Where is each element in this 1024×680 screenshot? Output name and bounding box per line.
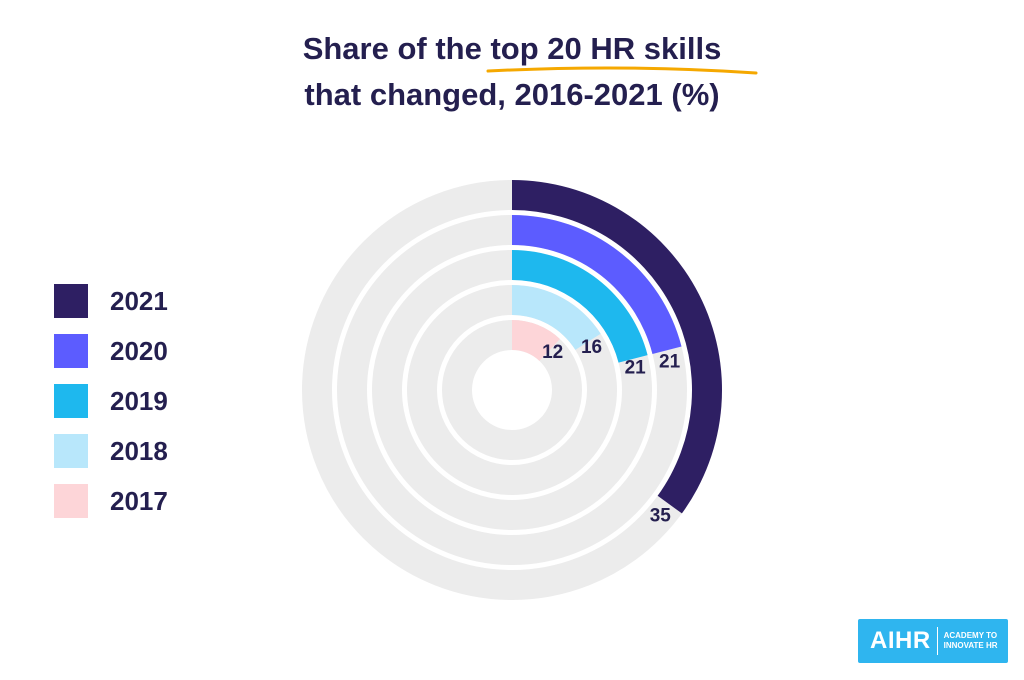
logo-wordmark: AIHR [870,627,931,654]
value-label-2018: 16 [581,337,602,358]
value-label-2020: 21 [659,352,681,373]
title-highlight: top 20 HR skills [486,26,758,75]
legend-label-2020: 2020 [110,335,168,366]
value-label-2017: 12 [542,342,563,363]
ring-bar-2021 [512,180,722,514]
title-underline [486,66,758,75]
legend-swatch-2019 [54,384,88,418]
value-label-2021: 35 [650,506,672,527]
legend-label-2017: 2017 [110,485,168,516]
logo-tagline-line1: ACADEMY TO [943,631,998,640]
ring-bar-2019 [512,250,648,363]
chart-title-line2: that changed, 2016-2021 (%) [304,77,720,112]
ring-bar-2020 [512,215,682,354]
legend-item-2018: 2018 [54,426,168,476]
logo-tagline-line2: INNOVATE HR [943,641,998,650]
legend-label-2018: 2018 [110,435,168,466]
legend-swatch-2020 [54,334,88,368]
ring-bar-2018 [512,285,601,350]
value-label-2019: 21 [625,358,647,379]
legend-label-2019: 2019 [110,385,168,416]
chart-title-line1: Share of the top 20 HR skills [0,26,1024,75]
legend-label-2021: 2021 [110,285,168,316]
title-highlight-text: top 20 HR skills [490,31,722,66]
legend-item-2017: 2017 [54,476,168,526]
legend-item-2019: 2019 [54,376,168,426]
legend-item-2020: 2020 [54,326,168,376]
legend-swatch-2021 [54,284,88,318]
aihr-logo: AIHR ACADEMY TO INNOVATE HR [858,619,1008,663]
legend: 2021 2020 2019 2018 2017 [54,276,168,526]
logo-tagline: ACADEMY TO INNOVATE HR [944,631,1008,651]
legend-item-2021: 2021 [54,276,168,326]
ring-bar-2017 [512,320,560,361]
legend-swatch-2017 [54,484,88,518]
title-prefix: Share of the [302,31,491,66]
legend-swatch-2018 [54,434,88,468]
logo-divider [936,627,938,655]
